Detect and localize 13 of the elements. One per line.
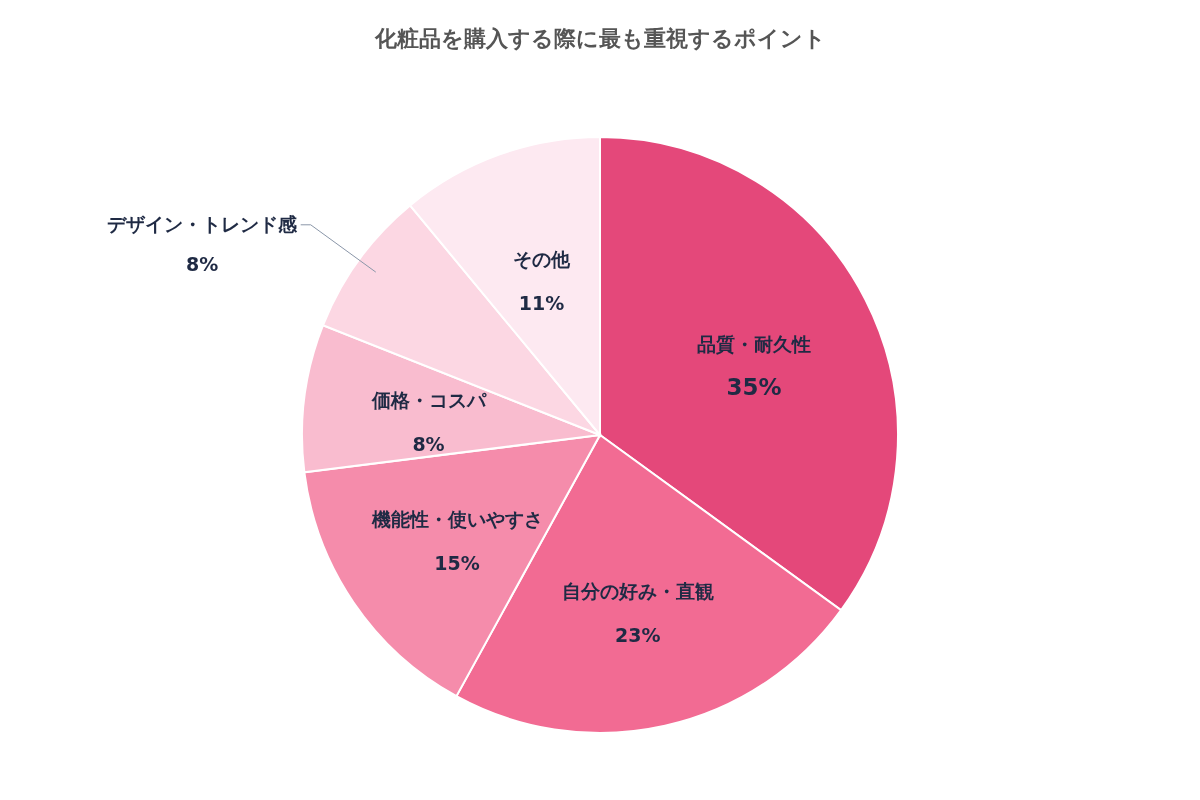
slice-label: 価格・コスパ bbox=[370, 389, 487, 412]
data-label: 11% bbox=[518, 292, 565, 315]
data-label: 23% bbox=[614, 623, 661, 646]
data-label: 15% bbox=[434, 552, 480, 575]
data-label: 8% bbox=[412, 433, 445, 456]
slice-label: 品質・耐久性 bbox=[697, 332, 811, 355]
chart-title: 化粧品を購入する際に最も重視するポイント bbox=[373, 26, 826, 51]
slice-label: デザイン・トレンド感 bbox=[106, 212, 298, 235]
slice-label: その他 bbox=[512, 248, 571, 271]
data-label: 35% bbox=[726, 373, 782, 400]
data-label: 8% bbox=[186, 252, 219, 275]
slice-label: 機能性・使いやすさ bbox=[370, 508, 543, 531]
slice-label: 自分の好み・直観 bbox=[561, 579, 714, 602]
